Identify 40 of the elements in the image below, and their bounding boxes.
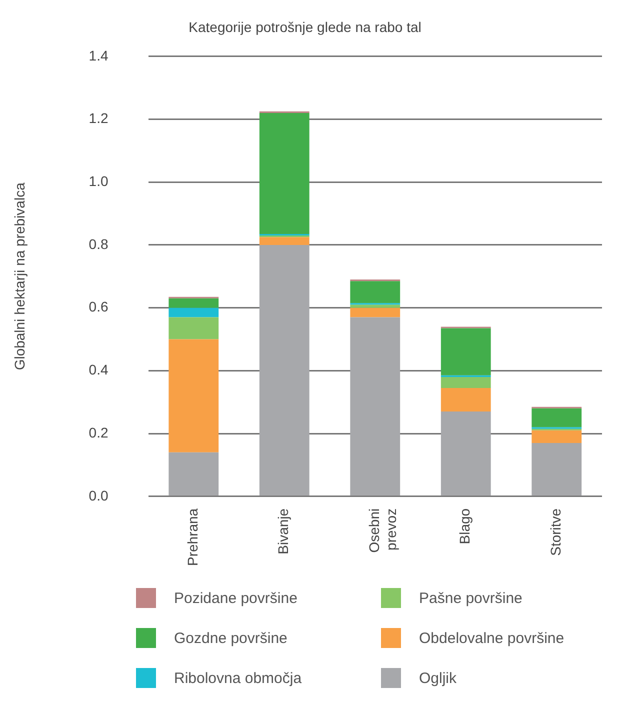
legend-label: Gozdne površine (174, 630, 288, 646)
bar (350, 281, 400, 304)
x-tick-label: Osebni prevoz (366, 508, 399, 553)
y-tick-label: 0.2 (88, 424, 108, 440)
bar (259, 112, 310, 234)
y-tick-label: 0.4 (88, 362, 108, 378)
bar (532, 430, 582, 443)
bar (168, 308, 219, 318)
x-tick-label: Bivanje (275, 508, 292, 554)
bar (440, 328, 491, 376)
x-tick-label: Blago (456, 508, 473, 544)
bar (259, 244, 310, 496)
bar (350, 308, 400, 318)
x-tick-label: Prehrana (184, 508, 200, 566)
bar (532, 408, 582, 428)
legend-label: Pozidane površine (174, 590, 298, 606)
y-axis-title: Globalni hektarji na prebivalca (11, 182, 28, 370)
bar (532, 442, 582, 496)
x-tick-label: Storitve (547, 508, 564, 556)
bar (350, 317, 400, 496)
bar (168, 452, 219, 496)
bar (440, 376, 491, 388)
legend-label: Pašne površine (419, 590, 522, 606)
bar (168, 317, 219, 340)
y-tick-label: 0.6 (88, 298, 108, 315)
y-tick-label: 1.0 (88, 172, 108, 189)
legend-label: Obdelovalne površine (419, 630, 564, 646)
y-tick-label: 1.4 (88, 47, 108, 64)
legend-label: Ogljik (419, 670, 457, 686)
bar (168, 339, 219, 452)
legend-label: Ribolovna območja (174, 670, 302, 686)
bar (168, 298, 219, 308)
y-tick-label: 1.2 (88, 110, 108, 126)
bar (350, 304, 400, 308)
bar (440, 388, 491, 412)
bar (440, 412, 491, 496)
y-tick-label: 0.8 (88, 236, 108, 252)
bar (259, 237, 310, 245)
chart-title: Kategorije potrošnje glede na rabo tal (188, 18, 422, 35)
y-tick-label: 0.0 (88, 487, 108, 504)
